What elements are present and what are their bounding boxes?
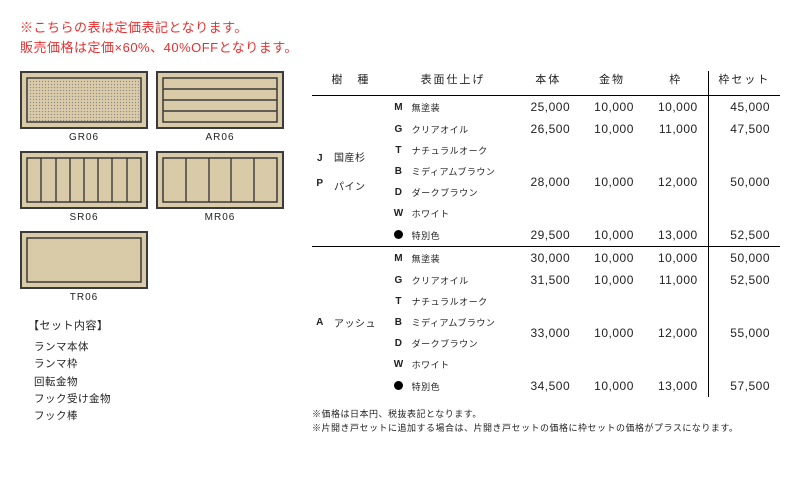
panel-sr06-icon — [20, 151, 148, 209]
list-item: 回転金物 — [34, 374, 288, 391]
dot-icon — [394, 230, 403, 239]
col-finish: 表面仕上げ — [390, 71, 517, 96]
list-item: ランマ枠 — [34, 356, 288, 373]
panel-gr06-icon — [20, 71, 148, 129]
col-frame: 枠 — [644, 71, 708, 96]
panel-thumbnails: GR06 AR06 SR06 MR06 TR06 — [20, 71, 288, 303]
panel-label: TR06 — [20, 292, 148, 303]
price-table: 樹 種 表面仕上げ 本体 金物 枠 枠セット JP国産杉パイン M無塗装 25,… — [312, 71, 780, 397]
list-item: フック受け金物 — [34, 391, 288, 408]
table-row: JP国産杉パイン M無塗装 25,00010,00010,00045,000 — [312, 96, 780, 119]
notice-line-1: ※こちらの表は定価表記となります。 — [20, 18, 780, 38]
panel-ar06-icon — [156, 71, 284, 129]
panel-mr06-icon — [156, 151, 284, 209]
panel-label: MR06 — [156, 212, 284, 223]
panel-label: SR06 — [20, 212, 148, 223]
col-frameset: 枠セット — [708, 71, 780, 96]
dot-icon — [394, 381, 403, 390]
col-wood: 樹 種 — [312, 71, 390, 96]
notice-line-2: 販売価格は定価×60%、40%OFFとなります。 — [20, 38, 780, 58]
panel-label: AR06 — [156, 132, 284, 143]
table-row: Aアッシュ M無塗装 30,00010,00010,00050,000 — [312, 247, 780, 269]
panel-tr06-icon — [20, 231, 148, 289]
footnote-2: ※片開き戸セットに追加する場合は、片開き戸セットの価格に枠セットの価格がプラスに… — [312, 421, 780, 435]
set-contents-list: ランマ本体 ランマ枠 回転金物 フック受け金物 フック棒 — [28, 339, 288, 426]
set-contents-title: 【セット内容】 — [28, 317, 288, 333]
list-item: フック棒 — [34, 408, 288, 425]
col-metal: 金物 — [580, 71, 644, 96]
footnote-1: ※価格は日本円、税抜表記となります。 — [312, 407, 780, 421]
list-item: ランマ本体 — [34, 339, 288, 356]
col-body: 本体 — [516, 71, 580, 96]
panel-label: GR06 — [20, 132, 148, 143]
